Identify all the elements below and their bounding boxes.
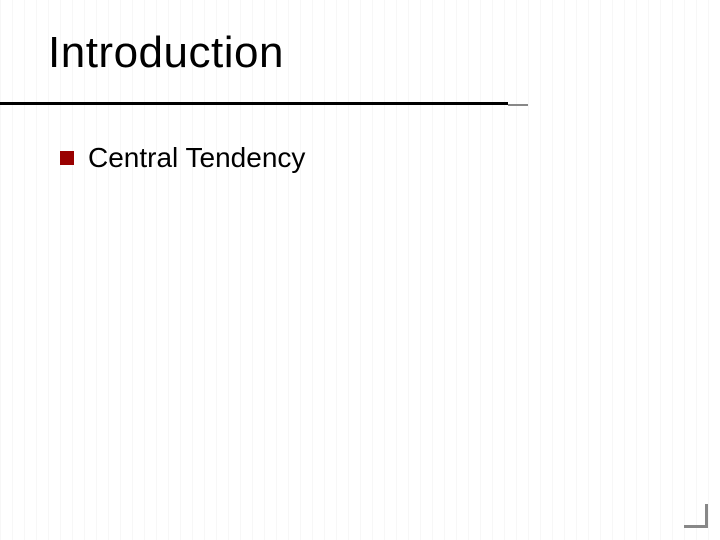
title-divider: [0, 102, 508, 105]
slide-title: Introduction: [48, 28, 672, 78]
corner-accent-icon: [684, 504, 708, 528]
slide-container: Introduction Central Tendency: [0, 0, 720, 540]
bullet-text: Central Tendency: [88, 142, 305, 174]
bullet-marker-icon: [60, 151, 74, 165]
slide-content: Central Tendency: [48, 142, 672, 174]
bullet-item: Central Tendency: [60, 142, 672, 174]
title-divider-accent: [508, 104, 528, 106]
